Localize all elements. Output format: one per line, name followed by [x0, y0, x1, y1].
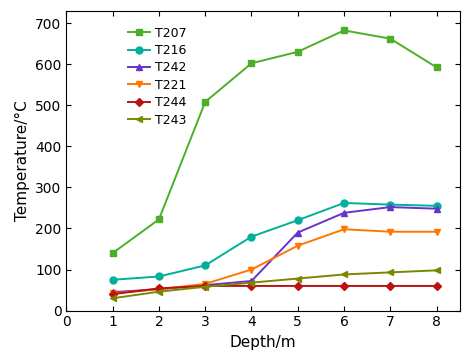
T242 — [295, 230, 301, 235]
T216 — [434, 204, 439, 208]
T243 — [295, 276, 301, 281]
T244 — [156, 286, 162, 291]
X-axis label: Depth/m: Depth/m — [230, 335, 296, 350]
T243 — [388, 270, 393, 275]
Line: T207: T207 — [109, 27, 440, 257]
T244 — [388, 284, 393, 288]
T221 — [249, 267, 255, 272]
Line: T221: T221 — [109, 226, 440, 297]
Line: T242: T242 — [109, 203, 440, 296]
Line: T244: T244 — [110, 283, 439, 297]
Y-axis label: Temperature/°C: Temperature/°C — [15, 100, 29, 221]
Line: T216: T216 — [109, 200, 440, 283]
T243 — [434, 268, 439, 272]
T244 — [434, 284, 439, 288]
T242 — [249, 279, 255, 283]
T221 — [434, 230, 439, 234]
T216 — [249, 235, 255, 239]
T216 — [202, 263, 208, 267]
Line: T243: T243 — [109, 267, 440, 302]
T244 — [295, 284, 301, 288]
T242 — [388, 205, 393, 209]
T242 — [156, 287, 162, 291]
T207 — [202, 100, 208, 104]
T216 — [110, 278, 116, 282]
T216 — [388, 202, 393, 207]
T216 — [156, 274, 162, 278]
T216 — [295, 218, 301, 222]
T207 — [295, 50, 301, 54]
T243 — [110, 296, 116, 300]
T216 — [341, 201, 347, 205]
T243 — [156, 290, 162, 294]
T244 — [202, 284, 208, 288]
T244 — [249, 284, 255, 288]
T221 — [341, 227, 347, 231]
T221 — [295, 243, 301, 248]
T242 — [202, 283, 208, 287]
T207 — [110, 251, 116, 255]
T221 — [110, 291, 116, 296]
T207 — [388, 36, 393, 41]
T207 — [434, 65, 439, 70]
T243 — [202, 285, 208, 289]
T221 — [156, 287, 162, 291]
T207 — [249, 61, 255, 65]
T244 — [341, 284, 347, 288]
Legend: T207, T216, T242, T221, T244, T243: T207, T216, T242, T221, T244, T243 — [124, 23, 191, 130]
T242 — [341, 211, 347, 215]
T207 — [341, 28, 347, 32]
T221 — [202, 282, 208, 286]
T207 — [156, 217, 162, 222]
T242 — [110, 290, 116, 294]
T242 — [434, 207, 439, 211]
T243 — [341, 272, 347, 277]
T244 — [110, 292, 116, 296]
T243 — [249, 281, 255, 285]
T221 — [388, 230, 393, 234]
